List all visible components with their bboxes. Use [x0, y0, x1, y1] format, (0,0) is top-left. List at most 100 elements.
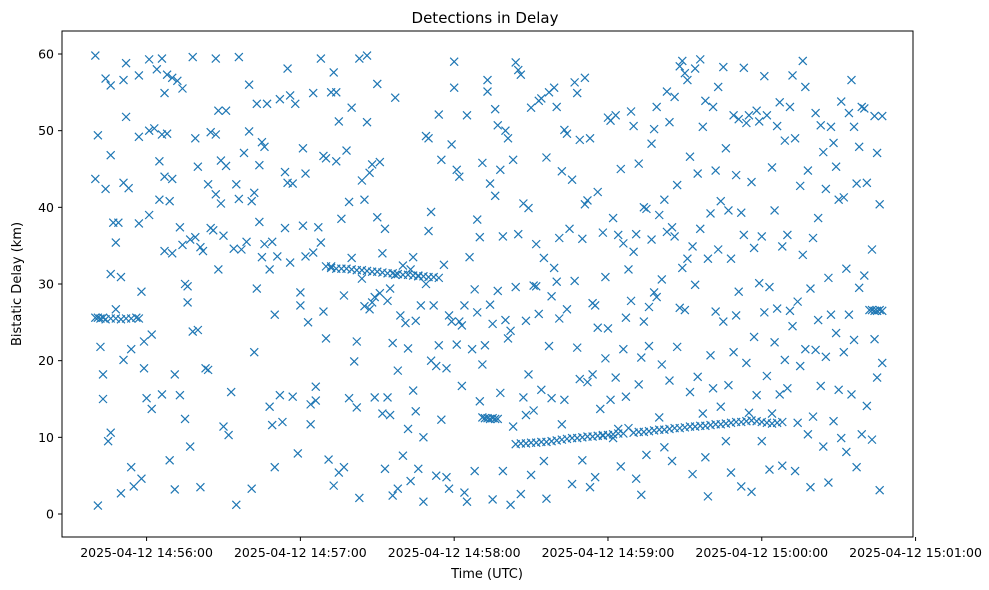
data-point-x-marker — [759, 71, 769, 81]
data-point-x-marker — [90, 51, 100, 60]
data-point-x-marker — [711, 307, 721, 317]
data-point-x-marker — [326, 261, 336, 271]
data-point-x-marker — [144, 126, 154, 136]
data-point-x-marker — [237, 245, 246, 254]
data-point-x-marker — [554, 314, 564, 323]
data-point-x-marker — [490, 104, 500, 114]
data-point-x-marker — [734, 114, 744, 124]
data-point-x-marker — [301, 251, 310, 261]
data-point-x-marker — [167, 174, 177, 184]
data-point-x-marker — [744, 110, 754, 120]
data-point-x-marker — [270, 462, 280, 472]
data-point-x-marker — [818, 442, 828, 451]
data-point-x-marker — [706, 209, 715, 218]
data-point-x-marker — [859, 271, 869, 280]
data-point-x-marker — [788, 71, 797, 80]
data-point-x-marker — [534, 309, 544, 319]
data-point-x-marker — [452, 340, 462, 349]
data-point-x-marker — [657, 274, 667, 284]
data-point-x-marker — [575, 135, 585, 145]
data-point-x-marker — [798, 56, 808, 66]
data-point-x-marker — [685, 152, 695, 162]
data-point-x-marker — [613, 424, 623, 434]
data-point-x-marker — [877, 111, 887, 121]
data-point-x-marker — [413, 271, 423, 280]
data-point-x-marker — [762, 110, 772, 120]
data-point-x-marker — [139, 337, 149, 346]
data-point-x-marker — [629, 121, 639, 131]
data-point-x-marker — [485, 179, 495, 188]
data-point-x-marker — [144, 210, 154, 220]
data-point-x-marker — [139, 363, 149, 373]
data-point-x-marker — [654, 210, 664, 220]
data-point-x-marker — [777, 461, 787, 471]
data-point-x-marker — [329, 67, 339, 77]
data-point-x-marker — [411, 316, 421, 326]
data-point-x-marker — [178, 240, 187, 250]
data-point-x-marker — [101, 184, 110, 194]
data-point-x-marker — [539, 253, 549, 263]
data-point-x-marker — [311, 396, 321, 405]
data-point-x-marker — [175, 390, 185, 400]
data-point-x-marker — [670, 232, 680, 241]
data-point-x-marker — [821, 184, 831, 194]
data-point-x-marker — [708, 383, 718, 393]
data-point-x-marker — [634, 159, 644, 169]
data-point-x-marker — [662, 87, 672, 96]
data-point-x-marker — [385, 284, 395, 294]
data-point-x-marker — [693, 169, 703, 179]
y-tick-label: 0 — [46, 507, 54, 522]
data-point-x-marker — [698, 409, 708, 418]
x-axis: 2025-04-12 14:56:00 2025-04-12 14:57:00 20… — [80, 537, 982, 560]
data-point-x-marker — [134, 71, 144, 80]
data-point-x-marker — [875, 199, 885, 209]
data-point-x-marker — [208, 225, 218, 235]
data-point-x-marker — [754, 117, 764, 126]
data-point-x-marker — [431, 471, 441, 481]
data-point-x-marker — [583, 377, 592, 387]
data-point-x-marker — [744, 408, 754, 418]
data-point-x-marker — [101, 74, 110, 83]
data-point-x-marker — [498, 232, 508, 241]
data-point-x-marker — [308, 248, 318, 257]
data-point-x-marker — [131, 313, 141, 323]
y-tick-label: 10 — [38, 430, 54, 445]
data-point-x-marker — [167, 248, 177, 258]
x-tick-label: 2025-04-12 14:56:00 — [80, 545, 213, 560]
data-point-x-marker — [254, 217, 264, 227]
data-point-x-marker — [352, 337, 362, 346]
data-point-x-marker — [713, 245, 723, 254]
data-point-x-marker — [685, 387, 695, 397]
x-tick-label: 2025-04-12 15:00:00 — [695, 545, 828, 560]
data-point-x-marker — [667, 222, 677, 232]
data-point-x-marker — [280, 167, 290, 177]
data-point-x-marker — [98, 370, 108, 379]
data-point-x-marker — [157, 54, 167, 64]
data-point-x-marker — [508, 422, 518, 432]
data-point-x-marker — [375, 288, 385, 298]
data-point-x-marker — [559, 395, 569, 405]
data-point-x-marker — [875, 305, 885, 315]
data-point-x-marker — [460, 488, 469, 497]
data-point-x-marker — [739, 230, 749, 240]
data-point-x-marker — [160, 246, 169, 256]
data-point-x-marker — [383, 296, 392, 306]
data-point-x-marker — [408, 386, 418, 395]
data-point-x-marker — [675, 61, 685, 71]
data-point-x-marker — [106, 81, 116, 90]
data-point-x-marker — [641, 450, 651, 460]
data-point-x-marker — [119, 355, 128, 365]
data-point-x-marker — [608, 433, 618, 443]
data-point-x-marker — [308, 88, 318, 98]
data-point-x-marker — [344, 393, 354, 403]
data-point-x-marker — [424, 133, 433, 143]
data-point-x-marker — [493, 414, 503, 424]
data-point-x-marker — [854, 142, 864, 152]
x-tick-label: 2025-04-12 14:59:00 — [542, 545, 675, 560]
data-point-x-marker — [665, 117, 674, 127]
data-point-x-marker — [401, 318, 410, 328]
data-point-x-marker — [665, 376, 674, 386]
data-point-x-marker — [219, 422, 228, 432]
data-point-x-marker — [165, 455, 175, 465]
data-point-x-marker — [470, 466, 480, 476]
